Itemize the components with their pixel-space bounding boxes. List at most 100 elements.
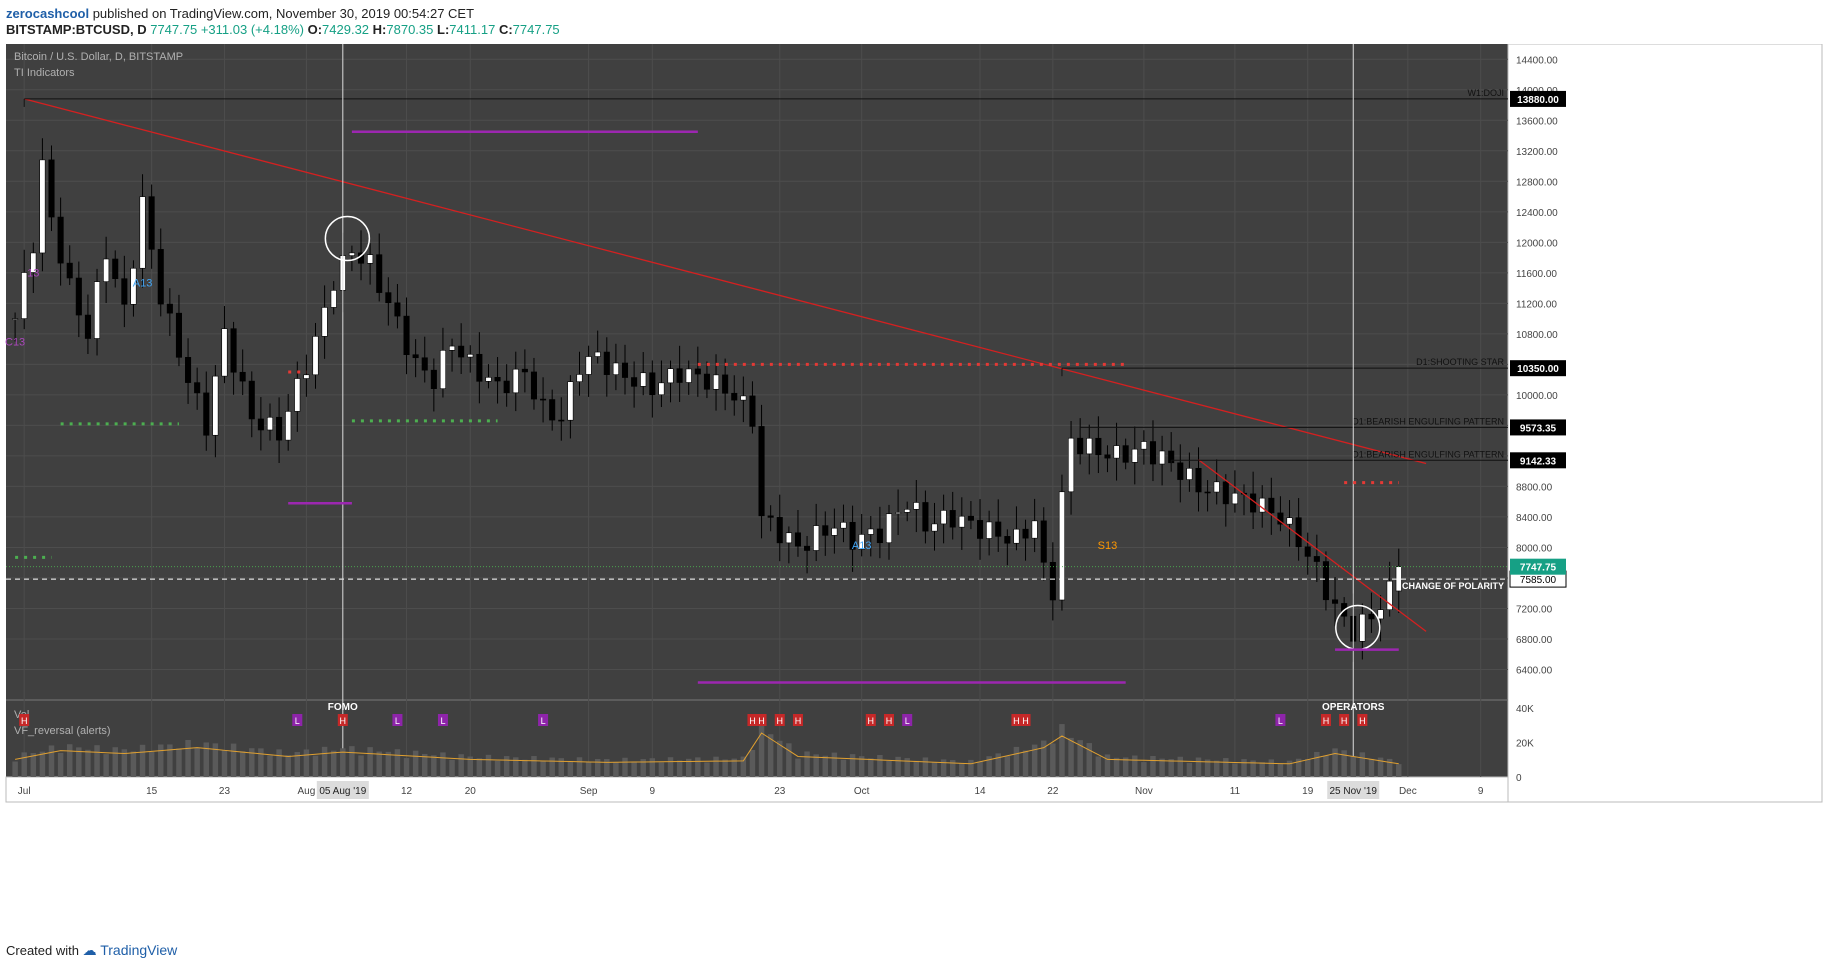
volume-bar [1168,759,1174,777]
volume-bar [467,756,473,777]
candle-body [130,267,137,305]
volume-bar [1213,760,1220,777]
volume-tick-label: 40K [1516,704,1534,715]
price-chart[interactable]: 14400.0014000.0013600.0013200.0012800.00… [0,44,1828,940]
candle-body [731,392,738,401]
candle-body [1095,437,1102,456]
volume-bar [1013,746,1020,777]
tradingview-link[interactable]: TradingView [100,942,178,958]
volume-bar [1022,750,1029,777]
volume-bar [21,752,27,777]
candle-body [1313,556,1320,562]
low-value: 7411.17 [449,22,496,37]
candle-body [1004,536,1011,544]
y-tick-label: 11600.00 [1516,269,1557,280]
candle-body [494,377,501,382]
candle-body [1322,561,1329,601]
volume-bar [276,749,282,777]
volume-bar [458,754,464,777]
candle-body [439,350,446,389]
vf-signal-text: L [905,716,910,726]
vf-signal-flag [1275,714,1286,726]
volume-bar [1177,756,1184,777]
td-count-marker: A13 [133,278,153,290]
volume-bar [1077,740,1083,777]
volume-bar [85,749,91,777]
volume-bar [39,751,46,777]
candle-body [676,368,683,383]
volume-bar [1232,763,1238,777]
candle-body [794,532,801,547]
level-badge [1510,419,1566,436]
volume-bar [558,758,565,777]
y-tick-label: 12400.00 [1516,208,1558,219]
chart-title: Bitcoin / U.S. Dollar, D, BITSTAMP [14,51,183,63]
candle-body [867,528,874,535]
y-tick-label: 12800.00 [1516,177,1558,188]
volume-bar [649,758,656,777]
candle-body [785,532,792,544]
publish-text: published on TradingView.com, November 3… [89,6,475,21]
volume-bar [1041,740,1047,777]
author-link[interactable]: zerocashcool [6,6,90,21]
candle-body [540,398,547,401]
volume-bar [631,761,637,777]
volume-bar [640,759,646,777]
td-count-marker: 13 [27,268,39,280]
level-badge [1510,452,1566,469]
close-value: 7747.75 [512,22,560,37]
candle-body [12,318,19,320]
vf-signal-flag [1320,714,1331,726]
level-badge [1510,90,1566,107]
event-label: FOMO [328,702,358,713]
level-badge [1510,360,1566,377]
volume-bar [1204,759,1211,777]
candle-body [603,351,610,375]
vf-signal-text: H [795,716,802,726]
candle-body [376,254,383,293]
candle-body [885,513,893,544]
volume-bar [995,753,1001,777]
candle-body [612,362,619,375]
volume-bar [76,747,82,777]
volume-bar [877,754,883,777]
candle-body [949,510,956,528]
candle-body [458,345,465,358]
vf-signal-flag [437,714,448,726]
volume-bar [840,759,847,777]
candle-body [922,502,929,532]
x-tick-label: Sep [580,786,598,797]
volume-bar [713,756,719,777]
candle-body [39,159,46,254]
volume-bar [221,750,228,777]
y-tick-label: 8400.00 [1516,513,1553,524]
volume-bar [1386,758,1393,777]
volume-bar [476,758,483,777]
vf-signal-text: L [395,716,400,726]
x-tick-label: 12 [401,786,413,797]
volume-bar [1332,748,1338,777]
vf-signal-flag [865,714,876,726]
candle-body [230,328,237,373]
vf-signal-text: H [1022,716,1029,726]
volume-bar [1086,743,1092,777]
volume-bar [1305,759,1311,777]
candle-body [221,328,228,377]
candle-body [895,512,902,515]
candle-body [1113,445,1120,459]
volume-bar [203,742,209,777]
candle-body [621,362,629,378]
candle-body [1013,528,1020,544]
trendline [24,98,1427,465]
volume-bar [57,752,64,777]
y-tick-label: 10000.00 [1516,391,1558,402]
volume-bar [1104,754,1111,777]
high-value: 7870.35 [386,22,434,37]
volume-bar [1396,764,1402,777]
volume-bar [167,744,173,777]
candle-body [1040,520,1047,563]
candle-body [986,521,993,539]
volume-bar [1259,762,1265,777]
x-tick-label: Nov [1135,786,1153,797]
candle-body [1058,491,1065,601]
